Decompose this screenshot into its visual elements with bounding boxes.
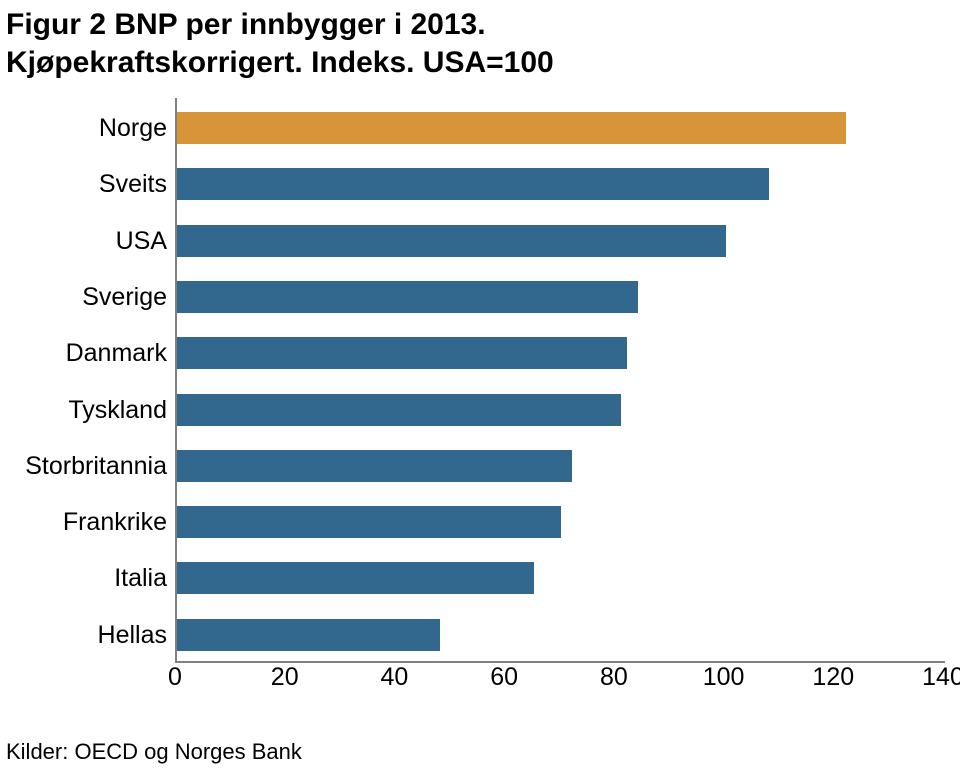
title-line-2: Kjøpekraftskorrigert. Indeks. USA=100: [6, 46, 554, 79]
x-tick-label: 40: [381, 663, 409, 692]
bar: [177, 112, 846, 144]
x-tick-label: 60: [490, 663, 518, 692]
category-label: Storbritannia: [0, 450, 167, 482]
category-label: Frankrike: [0, 506, 167, 538]
bar: [177, 394, 621, 426]
x-tick-label: 80: [600, 663, 628, 692]
x-tick-label: 20: [271, 663, 299, 692]
bar: [177, 281, 638, 313]
category-label: Hellas: [0, 619, 167, 651]
title-line-1: Figur 2 BNP per innbygger i 2013.: [6, 8, 486, 41]
page: Figur 2 BNP per innbygger i 2013. Kjøpek…: [0, 0, 960, 771]
bar: [177, 562, 534, 594]
chart-area: Norge Sveits USA Sverige Danmark Tyskland Stor…: [0, 98, 960, 698]
bar: [177, 506, 561, 538]
source-attribution: Kilder: OECD og Norges Bank: [6, 739, 302, 765]
category-label: Sverige: [0, 281, 167, 313]
category-labels-column: Norge Sveits USA Sverige Danmark Tyskland Stor…: [0, 98, 175, 698]
x-axis-ticks: 020406080100120140: [175, 663, 945, 698]
plot-inner: [175, 98, 945, 663]
chart-title: Figur 2 BNP per innbygger i 2013. Kjøpek…: [6, 6, 954, 81]
bar: [177, 450, 572, 482]
category-label: Italia: [0, 562, 167, 594]
bar: [177, 337, 627, 369]
plot-region: 020406080100120140: [175, 98, 945, 698]
bar: [177, 619, 440, 651]
x-tick-label: 100: [703, 663, 745, 692]
x-tick-label: 140: [922, 663, 960, 692]
x-tick-label: 0: [168, 663, 182, 692]
bar: [177, 168, 769, 200]
x-tick-label: 120: [812, 663, 854, 692]
bar: [177, 225, 726, 257]
category-label: Danmark: [0, 337, 167, 369]
category-label: Tyskland: [0, 394, 167, 426]
category-label: Norge: [0, 112, 167, 144]
category-label: USA: [0, 225, 167, 257]
category-label: Sveits: [0, 168, 167, 200]
